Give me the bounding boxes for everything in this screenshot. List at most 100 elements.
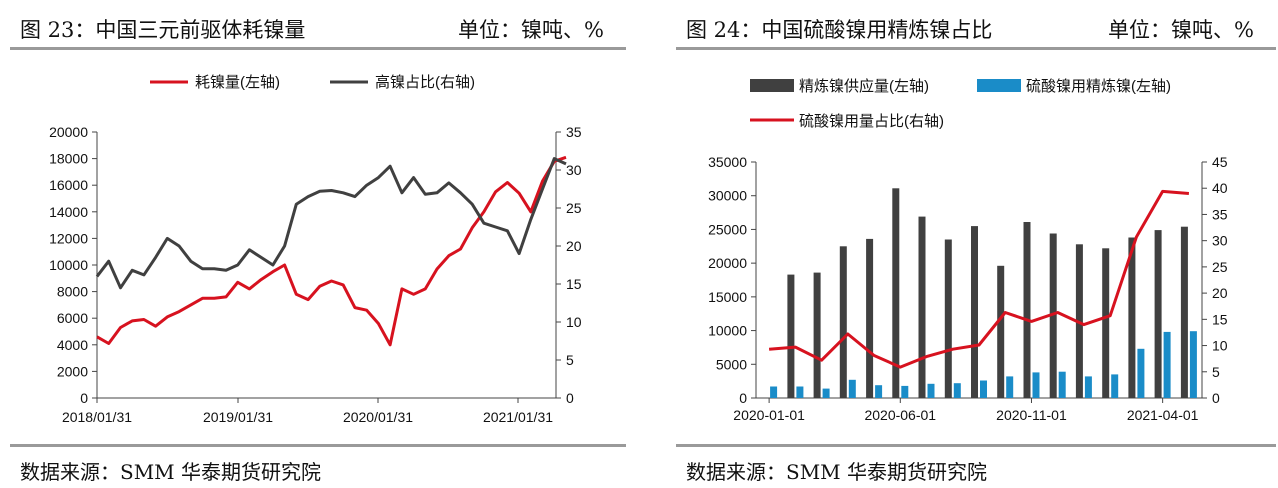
x-tick-label: 2021/01/31	[483, 409, 553, 425]
left-y-tick-label: 0	[739, 390, 747, 406]
bar-refined-nickel-supply	[1023, 222, 1031, 398]
legend-label: 高镍占比(右轴)	[375, 73, 475, 91]
left-y-tick-label: 8000	[57, 284, 88, 300]
figure-24-panel: 图 24：中国硫酸镍用精炼镍占比 单位：镍吨、% 0 5000 10000 15000…	[666, 0, 1278, 488]
legend-label: 耗镍量(左轴)	[195, 73, 280, 91]
figure-title-row: 图 23：中国三元前驱体耗镍量 单位：镍吨、%	[20, 14, 618, 44]
bar-refined-nickel-supply	[971, 226, 978, 398]
left-y-tick-label: 4000	[57, 337, 88, 353]
source-note: 数据来源：SMM 华泰期货研究院	[686, 460, 988, 484]
legend-swatch	[750, 79, 794, 92]
left-y-tick-label: 20000	[49, 124, 88, 140]
right-y-tick-label: 25	[1212, 259, 1228, 275]
right-y-tick-label: 0	[1212, 390, 1220, 406]
legend-swatch	[977, 79, 1021, 92]
figure-unit: 单位：镍吨、%	[458, 18, 604, 42]
refined-nickel-share-chart: 0 5000 10000 15000 20000 25000 30000 35000 0 5 10 1…	[708, 77, 1228, 423]
bar-refined-nickel-for-sulfate	[1111, 374, 1119, 398]
bar-refined-nickel-supply	[1049, 233, 1057, 398]
bar-refined-nickel-supply	[866, 238, 874, 398]
bar-refined-nickel-for-sulfate	[953, 383, 961, 398]
bar-refined-nickel-supply	[997, 265, 1005, 398]
bar-refined-nickel-supply	[892, 188, 900, 398]
bar-refined-nickel-for-sulfate	[1163, 331, 1171, 398]
source-note: 数据来源：SMM 华泰期货研究院	[20, 460, 322, 484]
left-y-tick-label: 14000	[49, 204, 88, 220]
bar-refined-nickel-supply	[839, 246, 847, 398]
source-divider	[676, 444, 1276, 447]
figure-title-row: 图 24：中国硫酸镍用精炼镍占比 单位：镍吨、%	[686, 14, 1268, 44]
title-divider	[10, 47, 626, 50]
x-tick-label: 2018/01/31	[62, 409, 132, 425]
bar-refined-nickel-supply	[918, 216, 926, 398]
x-tick-label: 2020-01-01	[733, 407, 805, 423]
legend-label: 硫酸镍用量占比(右轴)	[799, 112, 944, 130]
bar-refined-nickel-for-sulfate	[848, 379, 856, 398]
right-y-tick-label: 0	[566, 390, 574, 406]
right-y-tick-label: 10	[566, 314, 582, 330]
x-tick-label: 2020/01/31	[343, 409, 413, 425]
bar-refined-nickel-supply	[1154, 230, 1162, 398]
left-y-tick-label: 15000	[708, 289, 747, 305]
left-y-tick-label: 20000	[708, 255, 747, 271]
series-line-sulfate-share	[768, 189, 1190, 369]
bar-refined-nickel-for-sulfate	[875, 385, 883, 398]
left-y-tick-label: 16000	[49, 177, 88, 193]
legend-label: 精炼镍供应量(左轴)	[799, 77, 929, 95]
series-line-high-nickel-share	[95, 157, 567, 290]
right-y-tick-label: 5	[1212, 364, 1220, 380]
bar-refined-nickel-for-sulfate	[796, 386, 804, 398]
nickel-consumption-chart: 0 2000 4000 6000 8000 10000 12000 14000 16000 180…	[49, 73, 582, 425]
legend-label: 硫酸镍用精炼镍(左轴)	[1026, 77, 1171, 95]
left-y-tick-label: 10000	[49, 257, 88, 273]
right-y-tick-label: 30	[1212, 233, 1228, 249]
bar-refined-nickel-for-sulfate	[1006, 376, 1014, 398]
bar-refined-nickel-for-sulfate	[927, 383, 935, 398]
figure-title: 图 24：中国硫酸镍用精炼镍占比	[686, 18, 993, 42]
right-y-tick-label: 20	[566, 238, 582, 254]
series-line-nickel-consumption	[96, 155, 567, 347]
x-tick-label: 2020-11-01	[996, 407, 1067, 423]
left-y-tick-label: 2000	[57, 363, 88, 379]
x-tick-label: 2019/01/31	[203, 409, 273, 425]
right-y-tick-label: 20	[1212, 285, 1228, 301]
bar-refined-nickel-for-sulfate	[770, 386, 778, 398]
right-y-tick-label: 30	[566, 162, 582, 178]
right-y-tick-label: 35	[1212, 206, 1228, 222]
figure-unit: 单位：镍吨、%	[1108, 18, 1254, 42]
left-y-tick-label: 5000	[716, 356, 747, 372]
bar-refined-nickel-for-sulfate	[1189, 331, 1197, 398]
title-divider	[676, 47, 1276, 50]
left-y-tick-label: 6000	[57, 310, 88, 326]
bar-refined-nickel-supply	[1128, 237, 1136, 398]
right-y-tick-label: 15	[566, 276, 582, 292]
bar-refined-nickel-supply	[944, 239, 952, 398]
left-y-tick-label: 30000	[708, 188, 747, 204]
right-y-tick-label: 15	[1212, 311, 1228, 327]
left-y-tick-label: 35000	[708, 154, 747, 170]
right-y-tick-label: 5	[566, 352, 574, 368]
left-y-tick-label: 12000	[49, 230, 88, 246]
left-y-tick-label: 18000	[49, 151, 88, 167]
bar-refined-nickel-supply	[787, 274, 795, 398]
bar-refined-nickel-for-sulfate	[1084, 376, 1092, 398]
source-divider	[10, 444, 626, 447]
right-y-tick-label: 10	[1212, 338, 1228, 354]
right-y-tick-label: 45	[1212, 154, 1228, 170]
figure-title: 图 23：中国三元前驱体耗镍量	[20, 18, 306, 42]
bar-refined-nickel-for-sulfate	[1137, 348, 1145, 398]
right-y-tick-label: 40	[1212, 180, 1228, 196]
x-tick-label: 2020-06-01	[864, 407, 936, 423]
bar-refined-nickel-for-sulfate	[822, 388, 830, 398]
figure-23-panel: 图 23：中国三元前驱体耗镍量 单位：镍吨、% 0 2000 4000 6000 800…	[0, 0, 628, 488]
left-y-tick-label: 25000	[708, 221, 747, 237]
bar-refined-nickel-supply	[1102, 248, 1110, 398]
bar-refined-nickel-supply	[813, 272, 821, 398]
bar-refined-nickel-for-sulfate	[1058, 371, 1066, 398]
left-y-tick-label: 10000	[708, 323, 747, 339]
bar-refined-nickel-for-sulfate	[901, 385, 909, 398]
left-y-tick-label: 0	[80, 390, 88, 406]
right-y-tick-label: 35	[566, 124, 582, 140]
bar-refined-nickel-supply	[1180, 226, 1188, 398]
right-y-tick-label: 25	[566, 200, 582, 216]
